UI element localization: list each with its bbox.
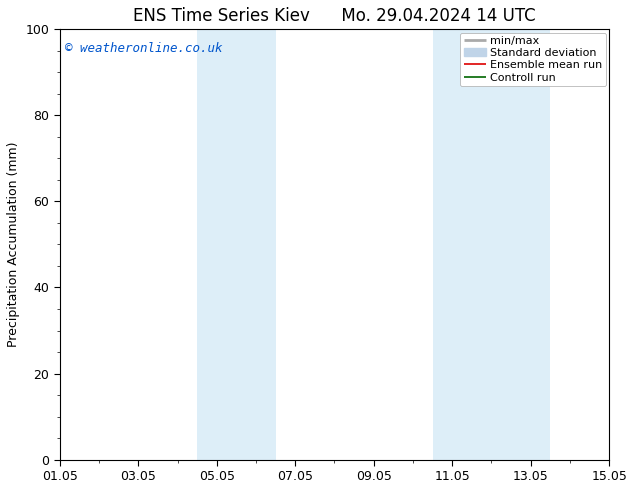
Y-axis label: Precipitation Accumulation (mm): Precipitation Accumulation (mm) [7,142,20,347]
Bar [197,29,276,460]
Text: © weatheronline.co.uk: © weatheronline.co.uk [65,42,223,55]
Legend: min/max, Standard deviation, Ensemble mean run, Controll run: min/max, Standard deviation, Ensemble me… [460,33,605,86]
Bar [432,29,550,460]
Title: ENS Time Series Kiev      Mo. 29.04.2024 14 UTC: ENS Time Series Kiev Mo. 29.04.2024 14 U… [133,7,536,25]
